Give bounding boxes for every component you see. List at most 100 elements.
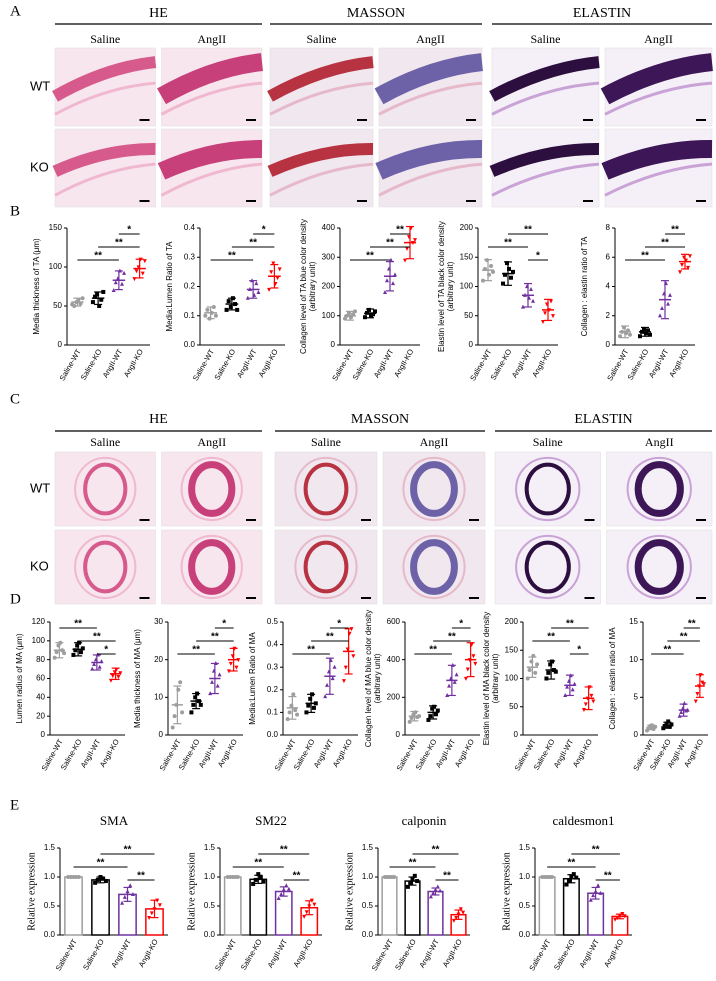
data-point — [389, 257, 393, 262]
y-tick-label: 1.0 — [204, 872, 216, 881]
vessel-wall — [157, 140, 263, 180]
stain-header: MASSON — [351, 412, 409, 427]
data-point — [122, 270, 127, 275]
y-tick-label: 20 — [154, 655, 163, 664]
data-point — [638, 334, 642, 339]
data-point — [120, 900, 125, 905]
significance-label: ** — [307, 645, 315, 656]
significance-label: ** — [604, 871, 612, 882]
data-point — [463, 676, 468, 681]
stain-header: MASSON — [347, 6, 405, 21]
y-tick-label: 0.1 — [267, 708, 279, 717]
data-point — [411, 241, 415, 246]
data-point — [113, 280, 118, 285]
data-point — [431, 890, 436, 895]
data-point — [433, 712, 438, 717]
condition-header: Saline — [90, 32, 120, 46]
y-tick-label: 0 — [159, 730, 164, 739]
significance-label: ** — [293, 871, 301, 882]
data-point — [261, 879, 266, 884]
data-point — [95, 877, 100, 882]
data-point — [529, 287, 533, 292]
data-point — [119, 281, 124, 286]
vessel-wall — [600, 53, 713, 105]
y-axis-label: Relative expression — [501, 852, 512, 931]
significance-label: ** — [688, 619, 696, 630]
vessel-wall — [267, 143, 374, 177]
data-point — [598, 890, 603, 895]
condition-header: Saline — [90, 435, 120, 449]
significance-label: ** — [254, 858, 262, 869]
data-point — [483, 266, 487, 271]
adventitia — [491, 81, 600, 116]
data-point — [332, 664, 337, 669]
significance-label: ** — [592, 845, 600, 856]
data-point — [118, 671, 123, 676]
data-point — [286, 886, 291, 891]
data-point — [405, 246, 409, 251]
data-point — [60, 648, 65, 653]
significance-label: ** — [566, 619, 574, 630]
y-tick-label: 15 — [629, 617, 638, 626]
data-point — [134, 269, 139, 274]
data-point — [351, 312, 355, 317]
data-point — [210, 679, 215, 684]
x-tick-label: Saline-WT — [527, 937, 553, 972]
data-point — [311, 705, 316, 710]
genotype-label: WT — [30, 480, 50, 495]
y-tick-label: 0.0 — [184, 340, 196, 349]
data-point — [412, 873, 417, 878]
vessel-wall — [303, 462, 349, 516]
data-point — [256, 289, 261, 294]
x-tick-label: Saline-WT — [370, 937, 396, 972]
data-point — [491, 269, 495, 274]
data-point — [591, 699, 596, 704]
x-tick-label: AngII-KO — [530, 347, 553, 378]
significance-label: ** — [641, 251, 649, 262]
data-point — [198, 702, 203, 707]
x-tick-label: AngII-WT — [417, 937, 441, 969]
data-point — [213, 313, 218, 318]
vessel-wall — [634, 539, 684, 595]
adventitia — [515, 534, 581, 600]
data-point — [408, 880, 413, 885]
data-point — [142, 259, 147, 264]
significance-label: * — [104, 645, 108, 656]
y-tick-label: 150 — [49, 223, 63, 232]
data-point — [80, 646, 85, 651]
y-tick-label: 10 — [154, 692, 163, 701]
data-point — [224, 307, 229, 312]
data-point — [149, 911, 154, 916]
data-point — [660, 306, 664, 311]
panel-label: A — [10, 3, 21, 19]
y-tick-label: 80 — [36, 655, 45, 664]
data-point — [97, 664, 102, 669]
y-axis-label: (arbitrary unit) — [373, 653, 382, 703]
data-point — [122, 894, 127, 899]
data-point — [642, 326, 646, 331]
data-point — [570, 687, 575, 692]
significance-label: ** — [249, 238, 257, 249]
data-point — [680, 262, 684, 267]
panel-label: D — [10, 591, 21, 607]
chart-title: calponin — [402, 813, 447, 828]
data-point — [564, 882, 569, 887]
y-tick-label: 0.2 — [184, 282, 196, 291]
data-point — [511, 269, 515, 274]
significance-label: ** — [448, 632, 456, 643]
data-point — [648, 332, 652, 337]
y-tick-label: 50 — [464, 311, 473, 320]
data-point — [365, 310, 369, 315]
x-tick-label: AngII-KO — [667, 347, 690, 378]
vessel-wall — [83, 540, 128, 594]
data-point — [78, 301, 83, 306]
data-point — [95, 292, 100, 297]
genotype-label: KO — [30, 159, 49, 174]
data-point — [574, 875, 579, 880]
x-tick-label: AngII-KO — [602, 937, 625, 968]
y-axis-label: Relative expression — [186, 852, 197, 931]
significance-label: * — [459, 619, 463, 630]
y-tick-label: 4 — [606, 282, 611, 291]
significance-label: ** — [366, 251, 374, 262]
data-point — [507, 266, 511, 271]
